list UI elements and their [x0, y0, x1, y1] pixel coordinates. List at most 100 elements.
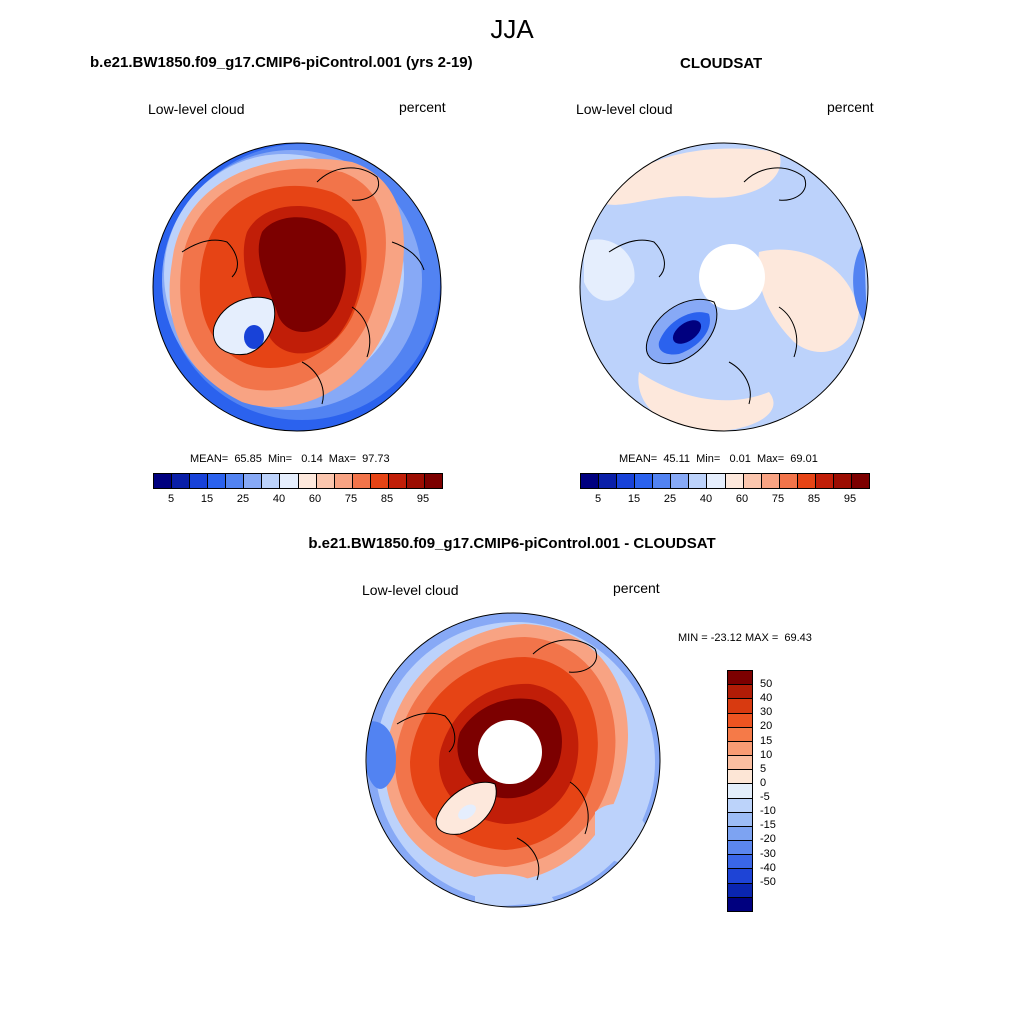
colorbar-tick-label: 20	[760, 720, 773, 733]
colorbar-swatch	[728, 855, 752, 870]
colorbar-swatch	[208, 474, 227, 488]
diff-greenland-light	[458, 804, 476, 820]
obs-stats: MEAN= 45.11 Min= 0.01 Max= 69.01	[619, 453, 818, 465]
colorbar-swatch	[262, 474, 281, 488]
colorbar-swatch	[226, 474, 245, 488]
diff-polar-gap	[478, 720, 542, 784]
colorbar-tick-label: 15	[627, 493, 641, 505]
obs-panel-title: CLOUDSAT	[680, 55, 763, 72]
obs-east-peach	[758, 249, 859, 352]
colorbar-swatch	[779, 474, 798, 488]
colorbar-tick-label: -20	[760, 833, 776, 846]
obs-colorbar-ticks: 5 15 25 40 60 75 85 95	[580, 493, 870, 507]
colorbar-swatch	[298, 474, 317, 488]
model-panel-title: b.e21.BW1850.f09_g17.CMIP6-piControl.001…	[90, 54, 473, 71]
colorbar-tick-label: -40	[760, 861, 776, 874]
colorbar-tick-label: 75	[771, 493, 785, 505]
colorbar-swatch	[581, 474, 600, 488]
colorbar-swatch	[728, 841, 752, 856]
colorbar-swatch	[728, 812, 752, 827]
colorbar-swatch	[815, 474, 834, 488]
obs-east-blue	[853, 242, 867, 327]
colorbar-tick-label: 50	[760, 678, 773, 691]
colorbar-swatch	[280, 474, 299, 488]
colorbar-swatch	[728, 798, 752, 813]
obs-north-peach	[599, 148, 781, 205]
colorbar-swatch	[244, 474, 263, 488]
colorbar-tick-label: 85	[380, 493, 394, 505]
model-polar-map	[152, 142, 442, 432]
colorbar-tick-label: 40	[272, 493, 286, 505]
model-variable-label: Low-level cloud	[148, 101, 245, 117]
colorbar-tick-label: -10	[760, 805, 776, 818]
main-title: JJA	[490, 14, 534, 44]
colorbar-swatch	[728, 897, 752, 911]
diff-stats: MIN = -23.12 MAX = 69.43	[678, 632, 812, 644]
model-core-darkred	[258, 217, 346, 333]
obs-greenland-low	[672, 320, 702, 344]
colorbar-tick-label: 15	[760, 734, 773, 747]
colorbar-swatch	[728, 869, 752, 884]
diff-units-label: percent	[613, 580, 660, 596]
colorbar-tick-label: 75	[344, 493, 358, 505]
colorbar-tick-label: 5	[167, 493, 175, 505]
colorbar-tick-label: 95	[416, 493, 430, 505]
colorbar-tick-label: -50	[760, 875, 776, 888]
colorbar-tick-label: 60	[308, 493, 322, 505]
colorbar-swatch	[728, 784, 752, 799]
colorbar-tick-label: 25	[236, 493, 250, 505]
colorbar-swatch	[728, 741, 752, 757]
obs-units-label: percent	[827, 99, 874, 115]
colorbar-swatch	[599, 474, 618, 488]
obs-polar-map	[579, 142, 869, 432]
colorbar-tick-label: 40	[760, 692, 773, 705]
obs-coastlines	[608, 167, 807, 405]
colorbar-tick-label: 15	[200, 493, 214, 505]
colorbar-swatch	[617, 474, 636, 488]
colorbar-swatch	[653, 474, 672, 488]
colorbar-swatch	[728, 727, 752, 742]
colorbar-swatch	[190, 474, 209, 488]
colorbar-swatch	[635, 474, 654, 488]
colorbar-tick-label: -5	[760, 791, 770, 804]
colorbar-swatch	[797, 474, 816, 488]
diff-polar-map	[365, 612, 661, 908]
colorbar-swatch	[370, 474, 389, 488]
colorbar-tick-label: 30	[760, 706, 773, 719]
diff-coastlines	[396, 639, 598, 881]
diff-map-border	[365, 612, 661, 908]
colorbar-swatch	[352, 474, 371, 488]
model-colorbar	[153, 473, 443, 489]
diff-variable-label: Low-level cloud	[362, 582, 459, 598]
colorbar-swatch	[728, 671, 752, 686]
colorbar-tick-label: 25	[663, 493, 677, 505]
obs-south-peach	[638, 372, 774, 431]
colorbar-swatch	[725, 474, 744, 488]
colorbar-tick-label: 5	[594, 493, 602, 505]
colorbar-swatch	[707, 474, 726, 488]
colorbar-swatch	[728, 770, 752, 785]
colorbar-swatch	[689, 474, 708, 488]
model-map-border	[152, 142, 442, 432]
colorbar-tick-label: 95	[843, 493, 857, 505]
model-colorbar-ticks: 5 15 25 40 60 75 85 95	[153, 493, 443, 507]
colorbar-tick-label: 60	[735, 493, 749, 505]
colorbar-swatch	[316, 474, 335, 488]
obs-map-border	[579, 142, 869, 432]
diff-south-blue	[475, 874, 555, 907]
model-greenland-low	[244, 325, 264, 349]
colorbar-tick-label: 40	[699, 493, 713, 505]
colorbar-swatch	[671, 474, 690, 488]
model-stats: MEAN= 65.85 Min= 0.14 Max= 97.73	[190, 453, 390, 465]
colorbar-swatch	[728, 713, 752, 728]
model-coastlines	[181, 167, 425, 405]
obs-colorbar	[580, 473, 870, 489]
obs-polar-gap	[699, 244, 765, 310]
colorbar-swatch	[728, 699, 752, 714]
model-units-label: percent	[399, 99, 446, 115]
colorbar-swatch	[743, 474, 762, 488]
colorbar-tick-label: 0	[760, 776, 767, 789]
diff-colorbar	[727, 670, 753, 912]
colorbar-tick-label: 5	[760, 762, 767, 775]
colorbar-tick-label: 10	[760, 748, 773, 761]
